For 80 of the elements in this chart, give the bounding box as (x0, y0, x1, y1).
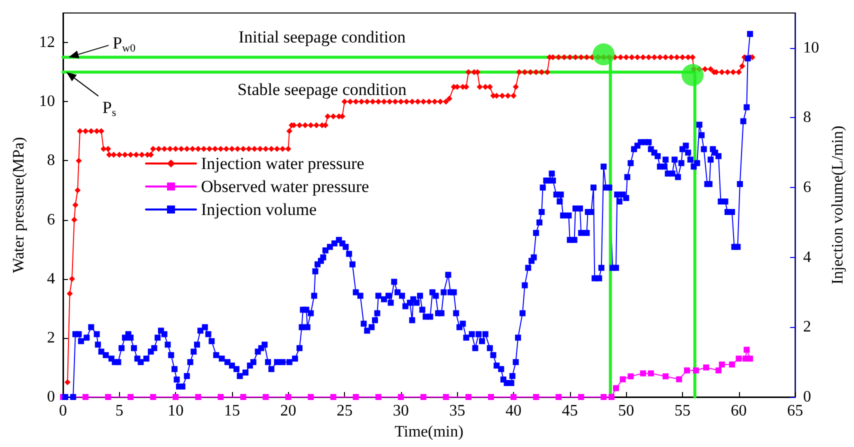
point (330, 394, 336, 400)
y-tick-label: 2 (47, 329, 55, 346)
point (465, 394, 472, 400)
y-tick-label: 8 (47, 152, 55, 170)
point (218, 394, 224, 400)
x-tick-label: 0 (59, 402, 67, 420)
point (600, 394, 607, 400)
y-tick-label: 12 (39, 34, 55, 52)
point (676, 376, 682, 382)
point (620, 376, 626, 382)
point (640, 370, 646, 376)
x-tick-label: 40 (506, 402, 522, 420)
point (628, 373, 634, 380)
point (744, 346, 750, 353)
point (510, 394, 517, 400)
point (592, 43, 615, 66)
x-tick-label: 45 (562, 402, 578, 420)
x-tick-label: 60 (730, 402, 747, 420)
point (718, 362, 725, 368)
point (308, 394, 314, 400)
y2-axis-title: Injection volume(L/min) (830, 126, 846, 284)
point (172, 394, 179, 400)
y2-tick-label: 2 (803, 318, 812, 336)
point (128, 394, 134, 400)
point (703, 364, 710, 370)
y2-tick-label: 0 (803, 388, 812, 406)
point (488, 394, 494, 400)
legend-label: Injection water pressure (201, 154, 364, 173)
y-tick-label: 10 (39, 93, 55, 110)
annotation: P$_{s}$ (102, 98, 116, 120)
x-tick-label: 50 (618, 402, 634, 420)
point (375, 394, 382, 400)
x-tick-label: 20 (280, 402, 296, 420)
y2-tick-label: 10 (803, 39, 820, 56)
point (105, 394, 112, 400)
point (262, 394, 269, 400)
point (692, 367, 699, 374)
point (648, 370, 654, 376)
y2-tick-label: 8 (803, 109, 812, 126)
x-tick-label: 55 (674, 402, 690, 420)
legend-label: Injection volume (201, 200, 317, 219)
point (684, 367, 690, 374)
point (556, 394, 562, 400)
point (716, 367, 722, 374)
point (352, 394, 359, 400)
point (578, 394, 584, 400)
point (442, 394, 449, 400)
y-axis-title: Water pressure(MPa) (10, 137, 28, 273)
x-tick-label: 65 (787, 402, 804, 420)
point (747, 356, 754, 362)
point (398, 394, 404, 400)
point (533, 394, 540, 400)
point (613, 385, 620, 392)
x-axis-title: Time(min) (394, 423, 464, 440)
y-tick-label: 4 (47, 270, 55, 288)
point (736, 356, 742, 362)
point (150, 394, 156, 400)
point (608, 394, 615, 400)
x-tick-label: 10 (168, 402, 184, 420)
x-tick-label: 15 (224, 402, 240, 420)
x-tick-label: 35 (449, 402, 466, 420)
x-tick-label: 30 (392, 402, 409, 420)
point (729, 362, 736, 368)
x-tick-label: 5 (115, 402, 124, 420)
point (240, 394, 246, 400)
annotation: Initial seepage condition (238, 27, 406, 46)
point (662, 373, 669, 380)
annotation: P$_{w0}$ (112, 33, 136, 55)
point (285, 394, 292, 400)
point (682, 64, 704, 86)
y2-tick-label: 6 (803, 179, 812, 196)
legend-label: Observed water pressure (201, 177, 370, 196)
y-tick-label: 6 (47, 211, 55, 228)
y-tick-label: 0 (47, 388, 55, 406)
point (195, 394, 202, 400)
annotation: Stable seepage condition (238, 80, 408, 100)
point (82, 394, 89, 400)
point (420, 394, 426, 400)
x-tick-label: 25 (336, 402, 353, 420)
y2-tick-label: 4 (803, 248, 812, 266)
